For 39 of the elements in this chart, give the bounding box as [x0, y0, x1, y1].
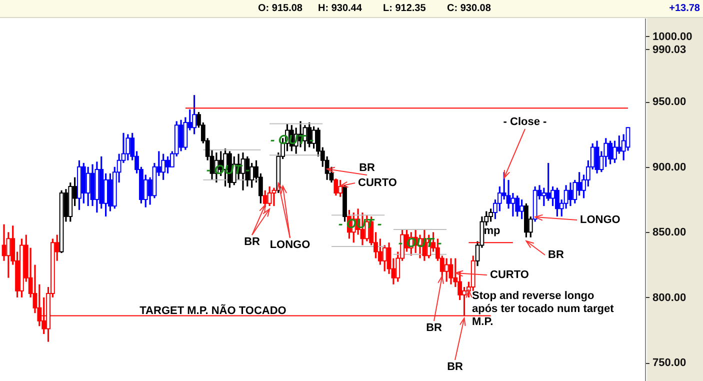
annotation: BR	[548, 249, 564, 261]
text: +13.78	[669, 3, 700, 14]
candlestick	[267, 186, 272, 207]
text: L: 912.35	[383, 3, 426, 14]
y-tick-label: 950.00	[652, 96, 686, 108]
y-tick-label: 750.00	[652, 357, 686, 370]
annotation: BR	[244, 236, 260, 248]
text: H: 930.44	[318, 3, 362, 14]
candlestick	[568, 182, 573, 207]
annotation: - Close -	[503, 116, 548, 128]
candlestick	[86, 166, 90, 207]
annotation: BR	[426, 322, 442, 334]
y-tick-label: 850.00	[652, 226, 686, 239]
candlestick	[594, 140, 600, 174]
annotation: BR	[447, 361, 463, 373]
y-tick-label: 800.00	[652, 292, 686, 304]
text: O: 915.08	[258, 3, 302, 14]
y-tick-label: 1000.00	[652, 30, 692, 43]
candlestick	[178, 119, 184, 152]
y-tick-label: 990.03	[652, 44, 686, 56]
candlestick	[2, 224, 6, 262]
annotation: CURTO	[358, 177, 398, 189]
candlestick	[444, 257, 449, 283]
candlestick	[262, 190, 268, 208]
annotation: LONGO	[580, 214, 621, 226]
annotation: CURTO	[490, 269, 530, 281]
annotation: TARGET M.P. NÃO TOCADO	[140, 304, 287, 317]
annotation: mp	[484, 225, 501, 237]
candlestick	[542, 186, 546, 207]
candlestick	[334, 178, 338, 196]
text: C: 930.08	[447, 3, 491, 14]
annotation: BR	[359, 162, 375, 174]
candlestick	[510, 192, 516, 218]
y-tick-label: 900.00	[652, 161, 686, 174]
annotation: LONGO	[270, 239, 311, 251]
candlestick	[448, 257, 454, 286]
annotation: Stop and reverse longo após ter tocado num target M.P.	[472, 290, 614, 328]
candlestick	[245, 156, 250, 188]
candlestick	[126, 133, 130, 162]
